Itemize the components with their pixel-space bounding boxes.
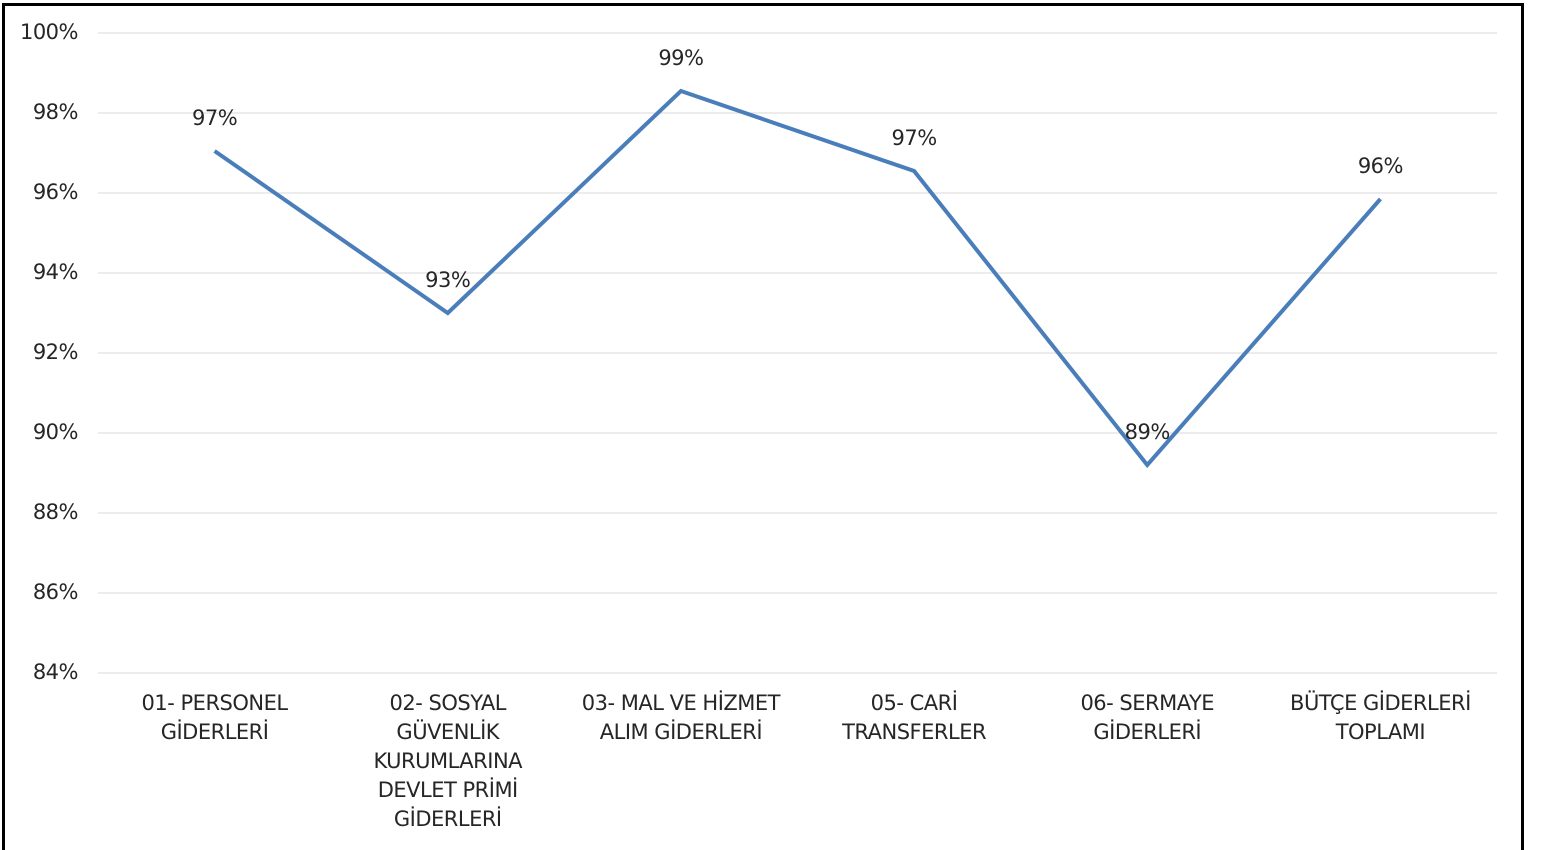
y-tick-label: 100% bbox=[20, 20, 78, 44]
y-tick-label: 98% bbox=[33, 100, 78, 124]
data-label: 97% bbox=[891, 126, 936, 150]
y-tick-label: 90% bbox=[33, 420, 78, 444]
x-tick-label: 01- PERSONEL GİDERLERİ bbox=[141, 691, 289, 744]
x-tick-label: 06- SERMAYE GİDERLERİ bbox=[1080, 691, 1215, 744]
y-tick-label: 88% bbox=[33, 500, 78, 524]
chart-frame bbox=[2, 3, 1524, 850]
data-label: 96% bbox=[1358, 154, 1403, 178]
y-tick-label: 92% bbox=[33, 340, 78, 364]
data-label: 93% bbox=[425, 268, 470, 292]
y-tick-label: 96% bbox=[33, 180, 78, 204]
x-tick-label: BÜTÇE GİDERLERİ TOPLAMI bbox=[1290, 691, 1471, 744]
y-tick-label: 84% bbox=[33, 660, 78, 684]
data-label: 99% bbox=[658, 46, 703, 70]
x-tick-label: 03- MAL VE HİZMET ALIM GİDERLERİ bbox=[581, 691, 781, 744]
y-tick-label: 94% bbox=[33, 260, 78, 284]
series-line bbox=[213, 88, 1382, 469]
data-label: 97% bbox=[192, 106, 237, 130]
y-tick-label: 86% bbox=[33, 580, 78, 604]
data-label: 89% bbox=[1125, 420, 1170, 444]
x-tick-label: 05- CARİ TRANSFERLER bbox=[842, 691, 987, 744]
x-tick-label: 02- SOSYAL GÜVENLİK KURUMLARINA DEVLET P… bbox=[373, 691, 523, 831]
